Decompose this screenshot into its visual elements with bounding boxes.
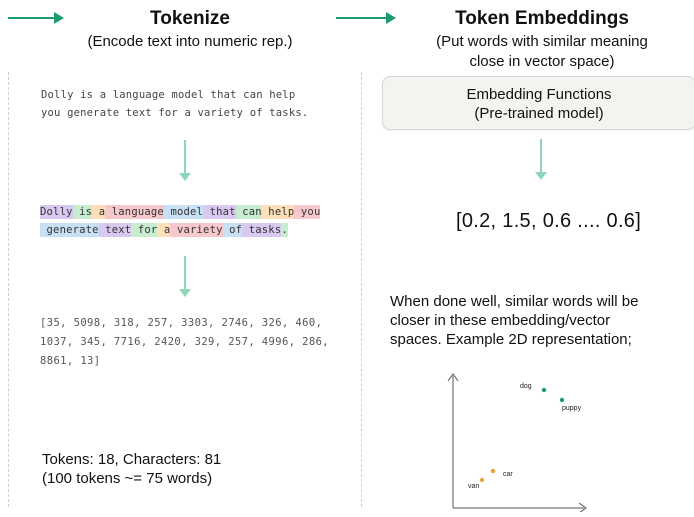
description-line-3: spaces. Example 2D representation; bbox=[390, 331, 632, 348]
sample-text-line-2: you generate text for a variety of tasks… bbox=[41, 107, 309, 119]
token: can bbox=[235, 205, 262, 219]
plot-y-axis-arrowhead bbox=[447, 373, 459, 382]
token: language bbox=[105, 205, 164, 219]
label-puppy: puppy bbox=[562, 405, 582, 412]
sample-text: Dolly is a language model that can help … bbox=[41, 86, 351, 122]
down-arrow-1 bbox=[179, 140, 191, 181]
token-ids-line-1: [35, 5098, 318, 257, 3303, 2746, 326, 46… bbox=[40, 317, 323, 329]
token: a bbox=[157, 223, 171, 237]
words-estimate-line: (100 tokens ~= 75 words) bbox=[42, 470, 213, 487]
embeddings-subtitle: (Put words with similar meaning close in… bbox=[392, 32, 692, 72]
token: text bbox=[98, 223, 132, 237]
point-dog bbox=[541, 387, 547, 393]
token: a bbox=[92, 205, 106, 219]
token: model bbox=[163, 205, 204, 219]
embeddings-title: Token Embeddings bbox=[455, 8, 629, 29]
point-puppy bbox=[559, 397, 565, 403]
left-divider bbox=[8, 72, 9, 507]
token: for bbox=[131, 223, 158, 237]
label-car: car bbox=[503, 471, 513, 478]
embeddings-subtitle-line-1: (Put words with similar meaning bbox=[436, 33, 648, 50]
point-car bbox=[490, 468, 496, 474]
embedding-functions-box: Embedding Functions (Pre-trained model) bbox=[382, 76, 694, 130]
embedding-box-line-1: Embedding Functions bbox=[466, 86, 612, 103]
token-ids: [35, 5098, 318, 257, 3303, 2746, 326, 46… bbox=[40, 314, 350, 371]
embeddings-subtitle-line-2: close in vector space) bbox=[469, 53, 615, 70]
token: of bbox=[222, 223, 243, 237]
token: variety bbox=[170, 223, 223, 237]
token: generate bbox=[40, 223, 99, 237]
token: . bbox=[281, 223, 288, 237]
token-counts: Tokens: 18, Characters: 81 (100 tokens ~… bbox=[42, 450, 342, 488]
embedding-2d-plot: dog puppy car van bbox=[447, 373, 587, 512]
sample-text-line-1: Dolly is a language model that can help bbox=[41, 89, 296, 101]
label-van: van bbox=[468, 483, 479, 490]
token: Dolly bbox=[40, 205, 73, 219]
tokenized-line-2: generate text for a variety of tasks. bbox=[40, 221, 350, 239]
embedding-box-line-2: (Pre-trained model) bbox=[474, 105, 604, 122]
embedding-description: When done well, similar words will be cl… bbox=[390, 292, 690, 349]
plot-x-axis-arrowhead bbox=[578, 502, 587, 512]
tokenize-subtitle: (Encode text into numeric rep.) bbox=[87, 33, 293, 50]
right-header-arrow bbox=[336, 12, 396, 24]
description-line-1: When done well, similar words will be bbox=[390, 293, 639, 310]
token-ids-line-3: 8861, 13] bbox=[40, 355, 101, 367]
token: tasks bbox=[242, 223, 282, 237]
tokenized-line-1: Dolly is a language model that can help … bbox=[40, 203, 350, 221]
embedding-vector: [0.2, 1.5, 0.6 .... 0.6] bbox=[456, 210, 642, 232]
down-arrow-2 bbox=[179, 256, 191, 297]
left-header-arrow bbox=[8, 12, 64, 24]
token: is bbox=[72, 205, 93, 219]
down-arrow-3 bbox=[535, 139, 547, 180]
token: that bbox=[203, 205, 236, 219]
center-divider bbox=[361, 72, 362, 507]
tokenized-text: Dolly is a language model that can help … bbox=[40, 203, 350, 239]
token: help bbox=[261, 205, 295, 219]
tokenize-title: Tokenize bbox=[150, 8, 230, 29]
label-dog: dog bbox=[520, 383, 532, 390]
token-ids-line-2: 1037, 345, 7716, 2420, 329, 257, 4996, 2… bbox=[40, 336, 330, 348]
point-van bbox=[479, 477, 485, 483]
token: you bbox=[294, 205, 321, 219]
description-line-2: closer in these embedding/vector bbox=[390, 312, 611, 329]
token-count-line: Tokens: 18, Characters: 81 bbox=[42, 451, 222, 468]
